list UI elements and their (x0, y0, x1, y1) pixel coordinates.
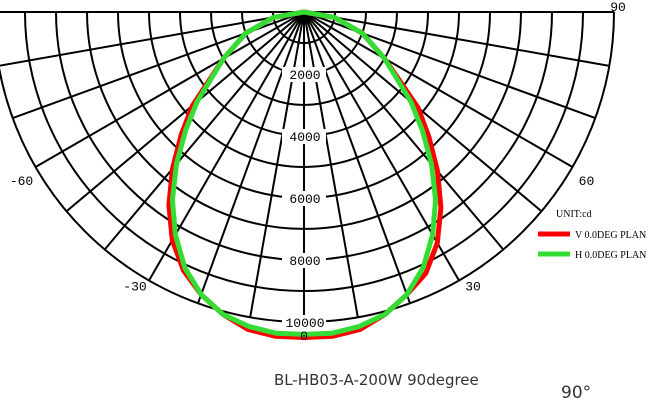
beam-angle-label: 90° (561, 383, 592, 403)
legend-title: UNIT:cd (556, 209, 592, 220)
angle-label: 30 (465, 279, 481, 294)
radial-tick-label: 6000 (289, 192, 320, 207)
grid-spoke (0, 11, 305, 67)
legend: UNIT:cd V 0.0DEG PLAN H 0.0DEG PLAN (538, 209, 646, 261)
grid-spoke (303, 11, 610, 67)
angle-label: -30 (123, 279, 146, 294)
polar-grid (0, 11, 615, 323)
grid-spoke (35, 11, 305, 168)
angle-label: 90 (610, 0, 626, 15)
radial-tick-bg (282, 253, 326, 268)
legend-label: V 0.0DEG PLAN (575, 230, 646, 241)
radial-tick-label: 10000 (285, 316, 324, 331)
grid-spoke (303, 11, 411, 304)
grid-spoke (303, 11, 359, 318)
radial-tick-bg (282, 129, 326, 144)
radial-tick-bg (282, 67, 326, 82)
angle-label: 60 (579, 174, 595, 189)
radial-tick-bg (282, 315, 326, 330)
series-group (166, 9, 444, 340)
radial-tick-label: 8000 (289, 254, 320, 269)
series-curve-h (169, 9, 439, 337)
radial-tick-label: 4000 (289, 130, 320, 145)
grid-spoke (303, 11, 505, 251)
grid-spoke (65, 11, 305, 213)
radial-tick-label: 2000 (289, 68, 320, 83)
grid-spoke (197, 11, 305, 304)
angle-label: 0 (300, 329, 308, 344)
grid-spoke (303, 11, 543, 213)
grid-spoke (303, 11, 573, 168)
grid-spoke (103, 11, 305, 251)
radial-tick-bg (282, 191, 326, 206)
series-curve-v (166, 9, 444, 340)
grid-spoke (249, 11, 305, 318)
legend-label: H 0.0DEG PLAN (575, 250, 646, 261)
chart-caption: BL-HB03-A-200W 90degree (274, 371, 479, 389)
angle-label: -60 (10, 174, 33, 189)
